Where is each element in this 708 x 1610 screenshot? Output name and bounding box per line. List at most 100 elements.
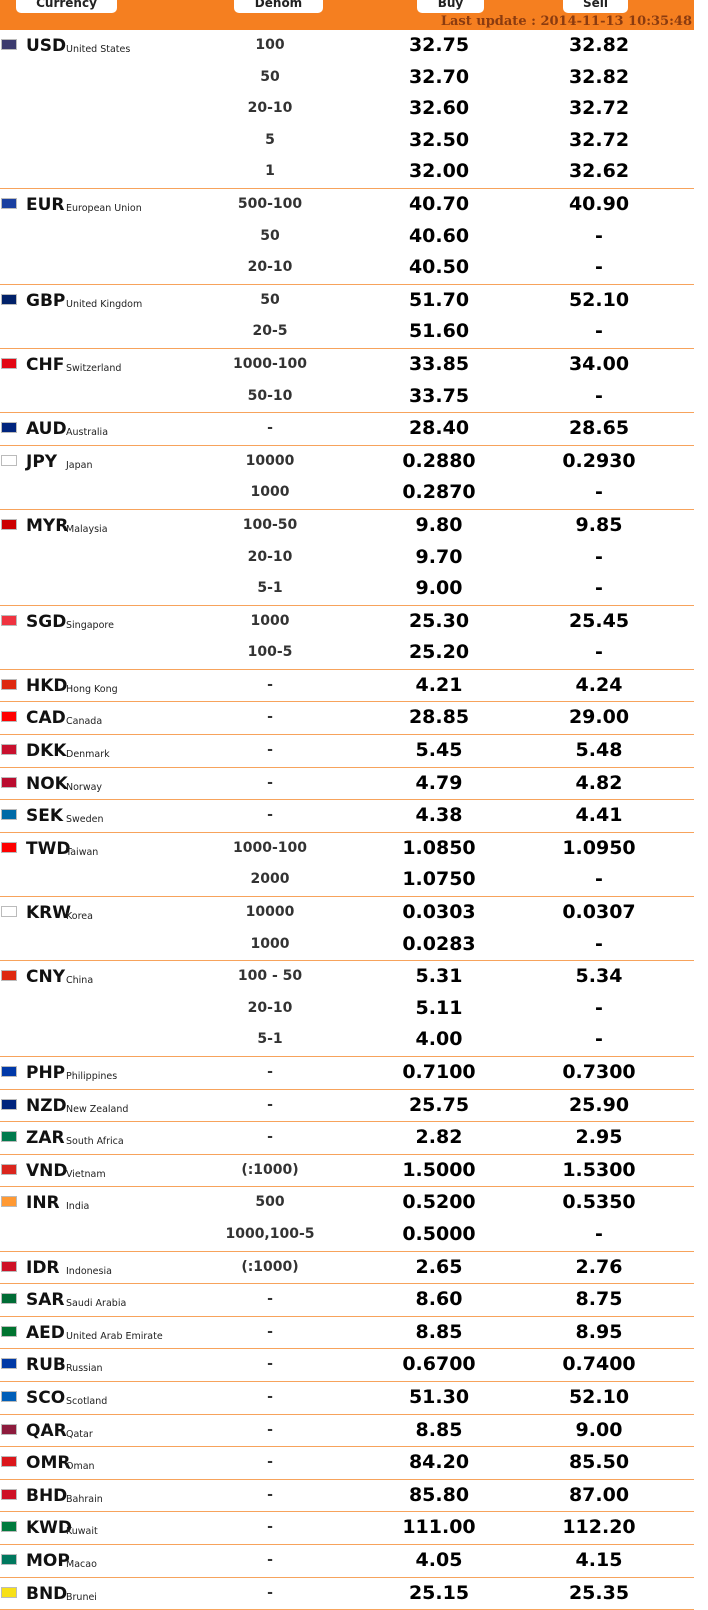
sell-value: - [519, 577, 679, 599]
sgd-flag-icon [1, 615, 17, 626]
sell-value: 32.82 [519, 34, 679, 56]
buy-column-button[interactable]: Buy [417, 0, 484, 13]
buy-value: 51.60 [359, 320, 519, 342]
buy-value: 0.0283 [359, 933, 519, 955]
currency-code: SCO [26, 1388, 65, 1408]
buy-value: 51.30 [359, 1386, 519, 1408]
currency-code: AUD [26, 419, 67, 439]
sell-value: 0.7300 [519, 1061, 679, 1083]
country-name: Canada [66, 716, 102, 727]
country-name: Bahrain [66, 1494, 103, 1505]
buy-value: 0.6700 [359, 1353, 519, 1375]
denom-value: 500 [195, 1194, 345, 1210]
denom-value: 5-1 [195, 1031, 345, 1047]
currency-code: QAR [26, 1421, 67, 1441]
denom-value: 100 - 50 [195, 968, 345, 984]
sell-value: - [519, 868, 679, 890]
country-name: Vietnam [66, 1169, 106, 1180]
denom-value: 1000 [195, 936, 345, 952]
buy-value: 111.00 [359, 1516, 519, 1538]
zar-flag-icon [1, 1131, 17, 1142]
buy-value: 0.2880 [359, 450, 519, 472]
sell-value: 0.0307 [519, 901, 679, 923]
usd-flag-icon [1, 39, 17, 50]
denom-value: 1000-100 [195, 356, 345, 372]
currency-code: BND [26, 1584, 67, 1604]
denom-column-button[interactable]: Denom [234, 0, 323, 13]
buy-value: 8.85 [359, 1321, 519, 1343]
bhd-flag-icon [1, 1489, 17, 1500]
eur-flag-icon [1, 198, 17, 209]
denom-value: - [195, 1422, 345, 1438]
country-name: Russian [66, 1363, 103, 1374]
denom-value: 20-10 [195, 100, 345, 116]
country-name: Sweden [66, 814, 104, 825]
sell-value: - [519, 385, 679, 407]
denom-value: 20-5 [195, 323, 345, 339]
sell-column-button[interactable]: Sell [563, 0, 628, 13]
denom-value: 50 [195, 69, 345, 85]
currency-code: VND [26, 1161, 68, 1181]
currency-code: HKD [26, 676, 68, 696]
buy-value: 51.70 [359, 289, 519, 311]
currency-code: INR [26, 1193, 60, 1213]
currency-code: GBP [26, 291, 65, 311]
buy-value: 8.85 [359, 1419, 519, 1441]
qar-flag-icon [1, 1424, 17, 1435]
buy-value: 40.50 [359, 256, 519, 278]
vnd-flag-icon [1, 1164, 17, 1175]
sell-value: 0.5350 [519, 1191, 679, 1213]
denom-value: - [195, 1585, 345, 1601]
country-name: Japan [66, 460, 93, 471]
kwd-flag-icon [1, 1521, 17, 1532]
nok-flag-icon [1, 777, 17, 788]
denom-value: - [195, 807, 345, 823]
sell-value: - [519, 641, 679, 663]
sell-value: 1.5300 [519, 1159, 679, 1181]
mop-flag-icon [1, 1554, 17, 1565]
buy-value: 0.5000 [359, 1223, 519, 1245]
sell-value: 5.48 [519, 739, 679, 761]
buy-value: 4.21 [359, 674, 519, 696]
buy-value: 28.40 [359, 417, 519, 439]
country-name: Philippines [66, 1071, 117, 1082]
currency-column-button[interactable]: Currency [16, 0, 117, 13]
sell-value: 32.62 [519, 160, 679, 182]
sell-value: 0.7400 [519, 1353, 679, 1375]
denom-value: 500-100 [195, 196, 345, 212]
sell-value: 34.00 [519, 353, 679, 375]
hkd-flag-icon [1, 679, 17, 690]
sell-value: 8.75 [519, 1288, 679, 1310]
buy-value: 25.30 [359, 610, 519, 632]
country-name: New Zealand [66, 1104, 128, 1115]
